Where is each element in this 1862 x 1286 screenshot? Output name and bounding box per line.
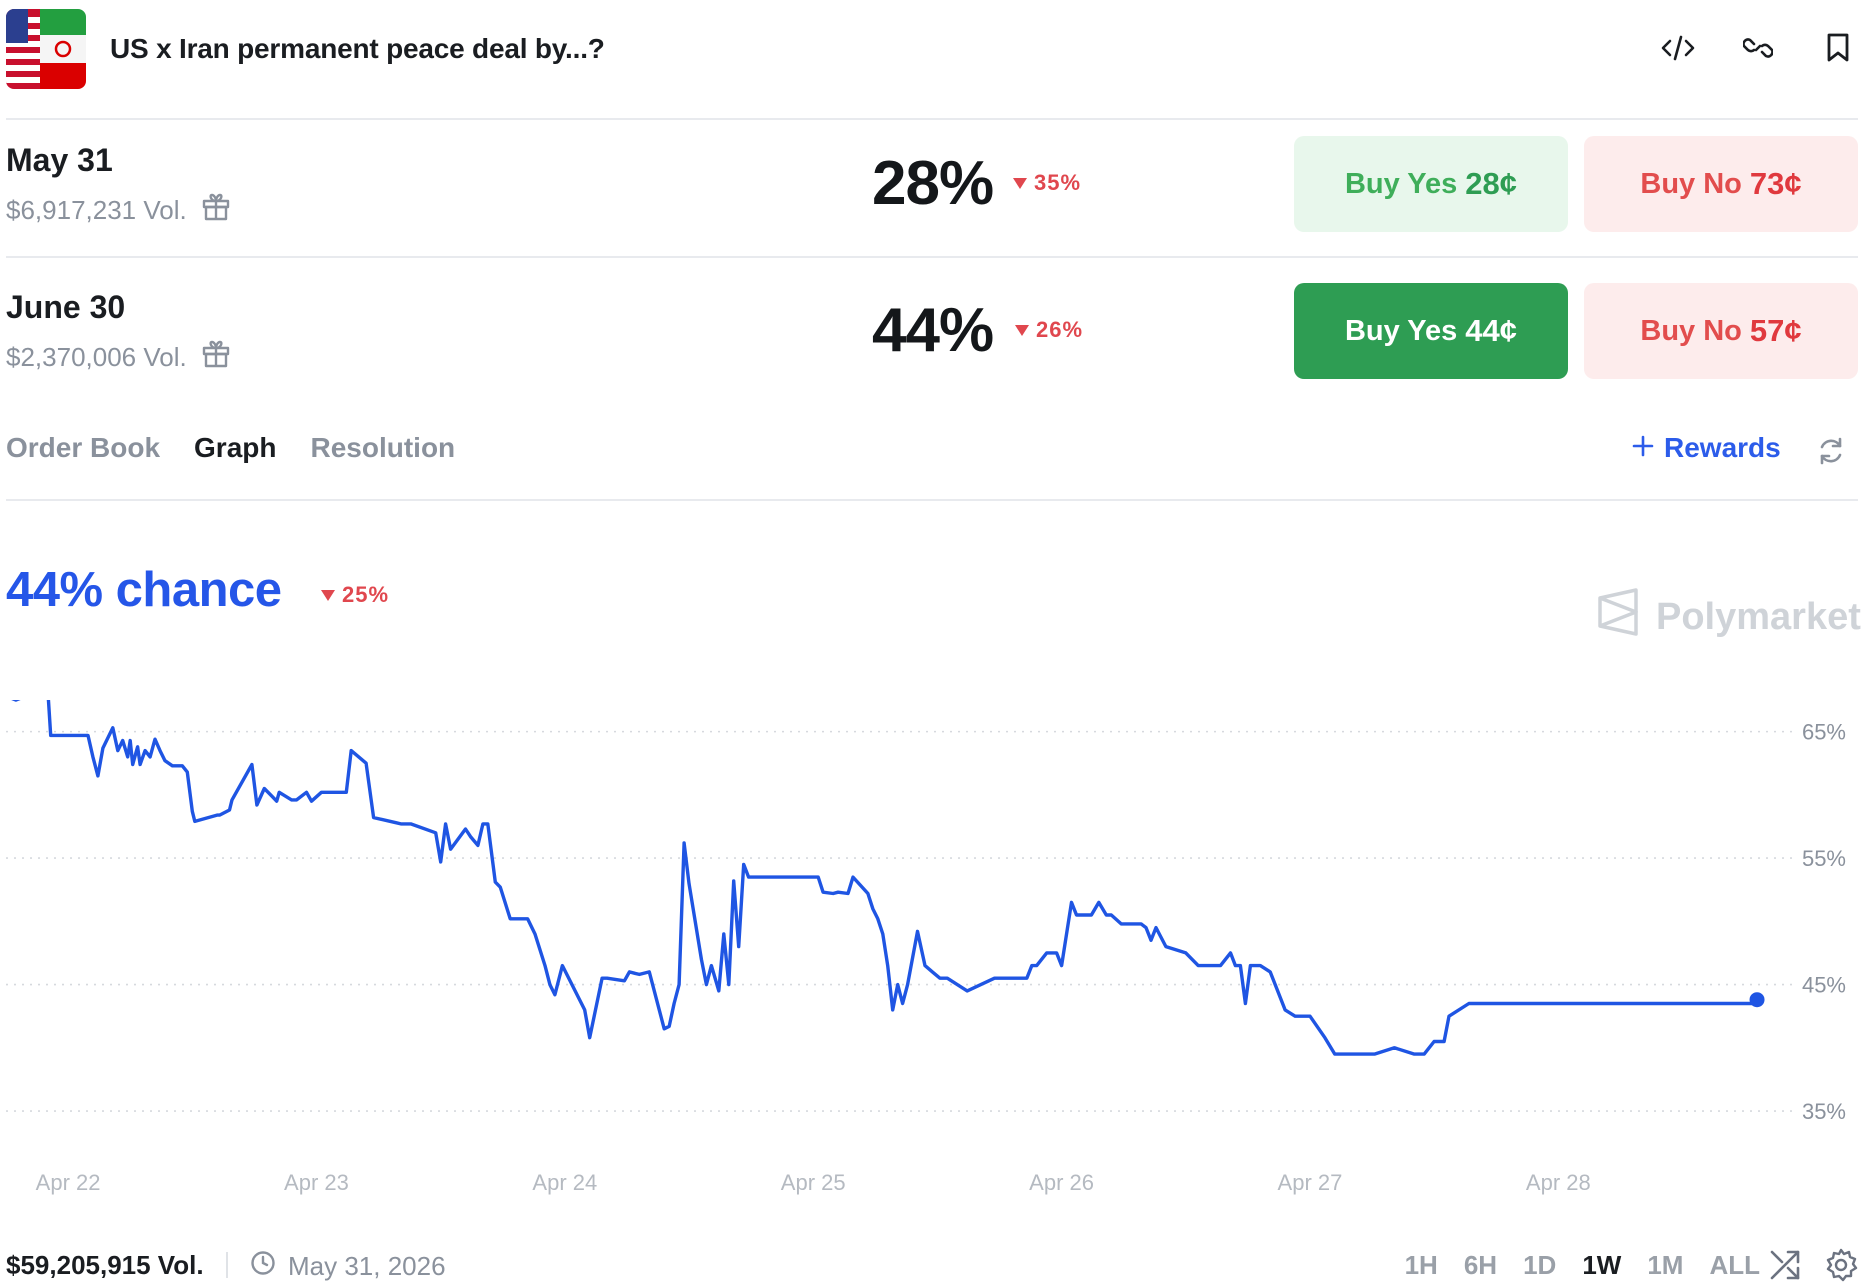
rewards-label: Rewards (1664, 432, 1781, 463)
tab-order-book[interactable]: Order Book (6, 432, 161, 463)
tab-graph[interactable]: Graph (194, 432, 277, 463)
market-row-may-31[interactable]: May 31 $6,917,231 Vol. 28% 35% Buy Yes 2… (6, 136, 1858, 236)
y-tick-label: 45% (1802, 973, 1846, 998)
x-tick-label: Apr 28 (1526, 1170, 1591, 1195)
tab-resolution[interactable]: Resolution (310, 432, 456, 463)
y-tick-label: 35% (1802, 1099, 1846, 1124)
market-change: 35% (1012, 170, 1081, 196)
down-triangle-icon (1014, 317, 1030, 343)
plus-icon (1632, 432, 1654, 464)
buy-yes-price: 44¢ (1465, 313, 1518, 348)
chance-change: 25% (320, 582, 389, 608)
market-volume: $6,917,231 Vol. (6, 192, 231, 229)
settings-gear-icon[interactable] (1824, 1248, 1858, 1282)
market-percent: 44% (872, 296, 994, 365)
series-line (11, 700, 1759, 1056)
gift-icon[interactable] (201, 192, 231, 229)
buy-no-label: Buy No (1640, 314, 1742, 347)
down-triangle-icon (1012, 170, 1028, 196)
refresh-icon[interactable] (1814, 434, 1848, 468)
market-change: 26% (1014, 317, 1083, 343)
buy-no-price: 73¢ (1749, 166, 1802, 201)
buy-no-price: 57¢ (1749, 313, 1802, 348)
divider (226, 1252, 228, 1278)
market-change-value: 26% (1036, 317, 1084, 342)
buy-no-label: Buy No (1640, 167, 1742, 200)
x-tick-label: Apr 27 (1278, 1170, 1343, 1195)
link-icon[interactable] (1738, 28, 1778, 68)
down-triangle-icon (320, 582, 336, 608)
buy-yes-button[interactable]: Buy Yes 28¢ (1294, 136, 1568, 232)
total-volume: $59,205,915 Vol. (6, 1250, 204, 1280)
chance-change-value: 25% (342, 582, 390, 607)
price-chart[interactable]: 65% 55% 45% 35% Apr 22 Apr 23 Apr 24 Apr 25 Apr … (0, 700, 1862, 1210)
market-change-value: 35% (1034, 170, 1082, 195)
end-date: May 31, 2026 (250, 1250, 446, 1283)
y-tick-label: 55% (1802, 846, 1846, 871)
buy-yes-button[interactable]: Buy Yes 44¢ (1294, 283, 1568, 379)
x-tick-label: Apr 22 (36, 1170, 101, 1195)
market-volume-text: $2,370,006 Vol. (6, 342, 187, 372)
range-1h[interactable]: 1H (1404, 1250, 1438, 1280)
rewards-button[interactable]: Rewards (1632, 432, 1781, 464)
range-1d[interactable]: 1D (1523, 1250, 1557, 1280)
us-iran-flags-image (6, 9, 86, 89)
polymarket-logo-icon (1596, 588, 1640, 646)
market-date: May 31 (6, 142, 113, 178)
shuffle-icon[interactable] (1768, 1248, 1802, 1282)
buy-yes-price: 28¢ (1465, 166, 1518, 201)
range-1w[interactable]: 1W (1582, 1250, 1622, 1280)
polymarket-watermark: Polymarket (1596, 588, 1861, 646)
divider (6, 256, 1858, 258)
buy-no-button[interactable]: Buy No 73¢ (1584, 136, 1858, 232)
range-all[interactable]: ALL (1709, 1250, 1760, 1280)
range-1m[interactable]: 1M (1647, 1250, 1684, 1280)
market-percent: 28% (872, 149, 994, 218)
buy-no-button[interactable]: Buy No 57¢ (1584, 283, 1858, 379)
range-6h[interactable]: 6H (1463, 1250, 1498, 1280)
market-volume: $2,370,006 Vol. (6, 339, 231, 376)
x-tick-label: Apr 23 (284, 1170, 349, 1195)
tab-bar: Order Book Graph Resolution (6, 432, 455, 464)
chart-footer: $59,205,915 Vol. May 31, 2026 1H 6H 1D 1… (6, 1248, 1858, 1286)
clock-icon (250, 1250, 276, 1283)
end-date-text: May 31, 2026 (288, 1251, 446, 1281)
gift-icon[interactable] (201, 339, 231, 376)
market-date: June 30 (6, 289, 126, 325)
x-tick-label: Apr 25 (781, 1170, 846, 1195)
time-range-selector: 1H 6H 1D 1W 1M ALL (1405, 1250, 1760, 1281)
current-point-marker (1749, 992, 1765, 1008)
x-tick-label: Apr 24 (532, 1170, 597, 1195)
buy-yes-label: Buy Yes (1344, 167, 1458, 200)
bookmark-icon[interactable] (1818, 28, 1858, 68)
watermark-text: Polymarket (1656, 595, 1861, 638)
market-volume-text: $6,917,231 Vol. (6, 195, 187, 225)
buy-yes-label: Buy Yes (1344, 314, 1458, 347)
embed-code-icon[interactable] (1658, 28, 1698, 68)
divider (6, 499, 1858, 501)
market-row-june-30[interactable]: June 30 $2,370,006 Vol. 44% 26% Buy Yes … (6, 283, 1858, 383)
y-tick-label: 65% (1802, 720, 1846, 745)
market-title: US x Iran permanent peace deal by...? (110, 33, 605, 64)
x-tick-label: Apr 26 (1029, 1170, 1094, 1195)
chance-value: 44% chance (6, 563, 282, 617)
divider (6, 118, 1858, 120)
market-header: US x Iran permanent peace deal by...? (6, 8, 1858, 90)
